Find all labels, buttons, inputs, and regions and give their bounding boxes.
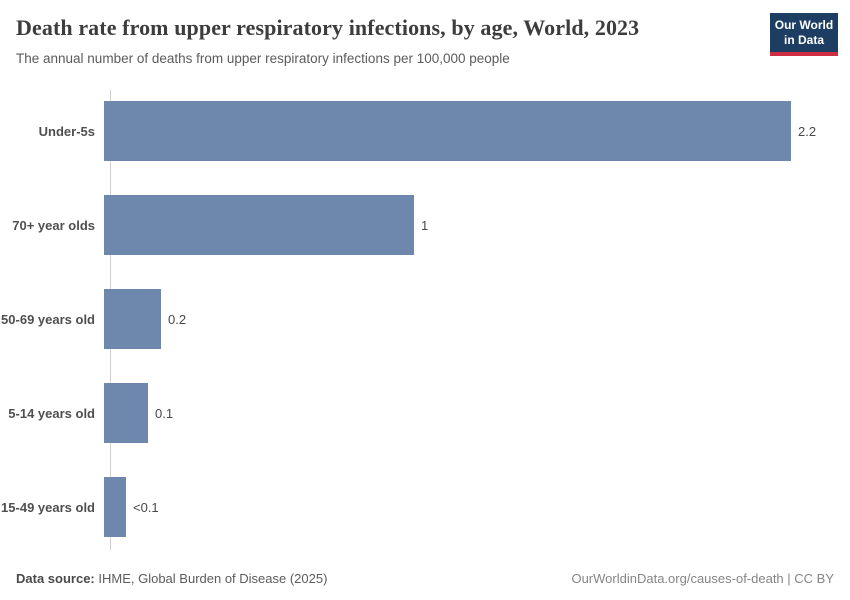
bar-area: 2.2	[104, 101, 850, 161]
data-source-text: IHME, Global Burden of Disease (2025)	[98, 571, 328, 586]
bar-area: <0.1	[104, 477, 850, 537]
value-label: 0.2	[168, 311, 187, 327]
attribution[interactable]: OurWorldinData.org/causes-of-death | CC …	[571, 571, 834, 586]
chart-subtitle: The annual number of deaths from upper r…	[16, 51, 510, 66]
bar[interactable]	[104, 383, 148, 443]
bar-row: 5-14 years old 0.1	[0, 383, 850, 443]
footer: Data source: IHME, Global Burden of Dise…	[16, 571, 834, 586]
value-label: 2.2	[798, 123, 817, 139]
bar[interactable]	[104, 101, 791, 161]
owid-logo-line2: in Data	[783, 33, 824, 47]
owid-logo-line1: Our World	[774, 18, 834, 32]
value-label: 0.1	[155, 405, 174, 421]
bar[interactable]	[104, 195, 414, 255]
bar-row: Under-5s 2.2	[0, 101, 850, 161]
category-label: 15-49 years old	[1, 499, 95, 515]
owid-logo[interactable]: Our World in Data	[770, 13, 838, 56]
category-label: Under-5s	[38, 123, 95, 139]
category-label: 5-14 years old	[8, 405, 95, 421]
bar[interactable]	[104, 477, 126, 537]
data-source: Data source: IHME, Global Burden of Dise…	[16, 571, 327, 586]
bar-row: 70+ year olds 1	[0, 195, 850, 255]
bar-area: 0.1	[104, 383, 850, 443]
bar-rows: Under-5s 2.2 70+ year olds 1 50-69 years old…	[0, 101, 850, 537]
bar-area: 0.2	[104, 289, 850, 349]
value-label: <0.1	[133, 499, 159, 515]
value-label: 1	[421, 217, 429, 233]
category-label: 50-69 years old	[1, 311, 95, 327]
category-label: 70+ year olds	[12, 217, 95, 233]
bar[interactable]	[104, 289, 161, 349]
bar-row: 15-49 years old <0.1	[0, 477, 850, 537]
bar-area: 1	[104, 195, 850, 255]
data-source-label: Data source:	[16, 571, 95, 586]
bar-chart: Under-5s 2.2 70+ year olds 1 50-69 years old…	[0, 90, 850, 550]
chart-title: Death rate from upper respiratory infect…	[16, 15, 640, 40]
bar-row: 50-69 years old 0.2	[0, 289, 850, 349]
